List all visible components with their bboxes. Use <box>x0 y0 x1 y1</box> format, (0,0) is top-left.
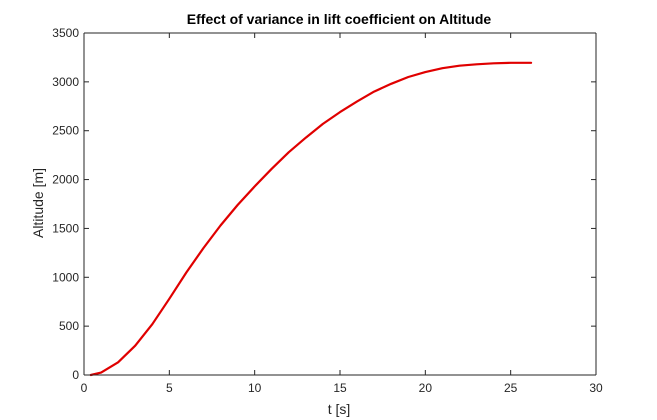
x-tick-label-0: 0 <box>81 381 88 395</box>
x-axis-label: t [s] <box>328 401 351 417</box>
y-tick-label-3500: 3500 <box>52 26 79 40</box>
chart-title: Effect of variance in lift coefficient o… <box>187 11 492 27</box>
x-tick-label-20: 20 <box>419 381 433 395</box>
y-tick-label-1500: 1500 <box>52 221 79 235</box>
x-tick-label-30: 30 <box>589 381 603 395</box>
y-tick-label-2000: 2000 <box>52 173 79 187</box>
series-line-0 <box>89 61 533 377</box>
axes: 0 5 10 15 20 25 30 0 500 1000 1500 2000 2500 3000 3500 <box>52 26 603 395</box>
plot-background <box>84 33 596 375</box>
x-tick-label-15: 15 <box>333 381 347 395</box>
y-tick-label-3000: 3000 <box>52 75 79 89</box>
y-tick-label-1000: 1000 <box>52 270 79 284</box>
x-tick-label-5: 5 <box>166 381 173 395</box>
plot-area <box>84 33 596 375</box>
x-tick-label-25: 25 <box>504 381 518 395</box>
y-tick-label-500: 500 <box>59 319 79 333</box>
y-tick-label-0: 0 <box>72 368 79 382</box>
x-tick-label-10: 10 <box>248 381 262 395</box>
y-tick-label-2500: 2500 <box>52 124 79 138</box>
series-layer <box>89 61 533 377</box>
y-axis-label: Altitude [m] <box>30 168 46 238</box>
